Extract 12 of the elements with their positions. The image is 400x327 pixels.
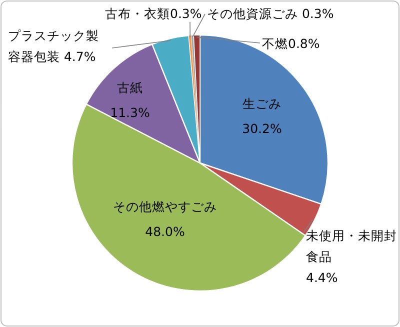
slice-label: 未使用・未開封食品 xyxy=(306,228,397,264)
slice-label: 古布・衣類0.3% xyxy=(105,6,202,21)
data-label: 48.0% xyxy=(145,224,185,239)
data-label: 30.2% xyxy=(242,121,282,136)
slice-label: その他資源ごみ 0.3% xyxy=(207,6,334,21)
slice-label: プラスチック製容器包装 4.7% xyxy=(8,28,99,64)
data-label: 11.3% xyxy=(110,105,150,120)
slice-label: 古紙 xyxy=(117,80,143,95)
data-label: 4.4% xyxy=(306,270,338,285)
slice-label: 生ごみ xyxy=(242,96,282,111)
slice-label: その他燃やすごみ xyxy=(113,199,217,214)
slice-label: 不燃0.8% xyxy=(262,36,320,51)
